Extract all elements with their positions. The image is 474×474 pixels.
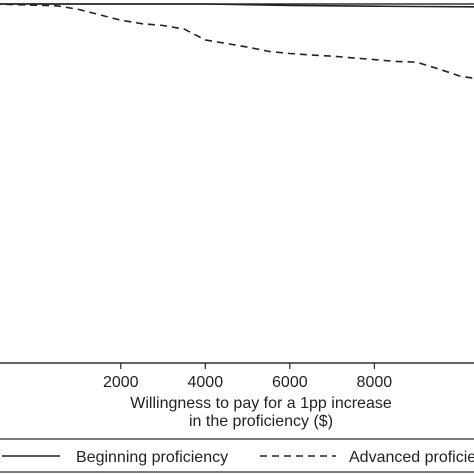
series-line-advanced-proficiency [0,3,474,80]
legend: Beginning proficiency Advanced proficien… [0,438,474,473]
series-group [0,3,474,80]
x-tick-label-2000: 2000 [103,374,139,391]
x-axis: 2000 4000 6000 8000 [103,363,392,391]
plot-area [0,3,474,364]
series-line-beginning-proficiency [0,3,474,8]
legend-label-beginning-proficiency: Beginning proficiency [76,449,228,466]
legend-label-advanced-proficiency: Advanced proficiency [349,449,474,466]
x-tick-label-6000: 6000 [272,374,308,391]
x-axis-title-line-2: in the proficiency ($) [189,413,333,430]
x-axis-title-line-1: Willingness to pay for a 1pp increase [130,395,392,412]
x-tick-label-4000: 4000 [188,374,224,391]
x-tick-label-8000: 8000 [357,374,393,391]
legend-box [0,438,474,473]
plot-frame [0,3,474,364]
